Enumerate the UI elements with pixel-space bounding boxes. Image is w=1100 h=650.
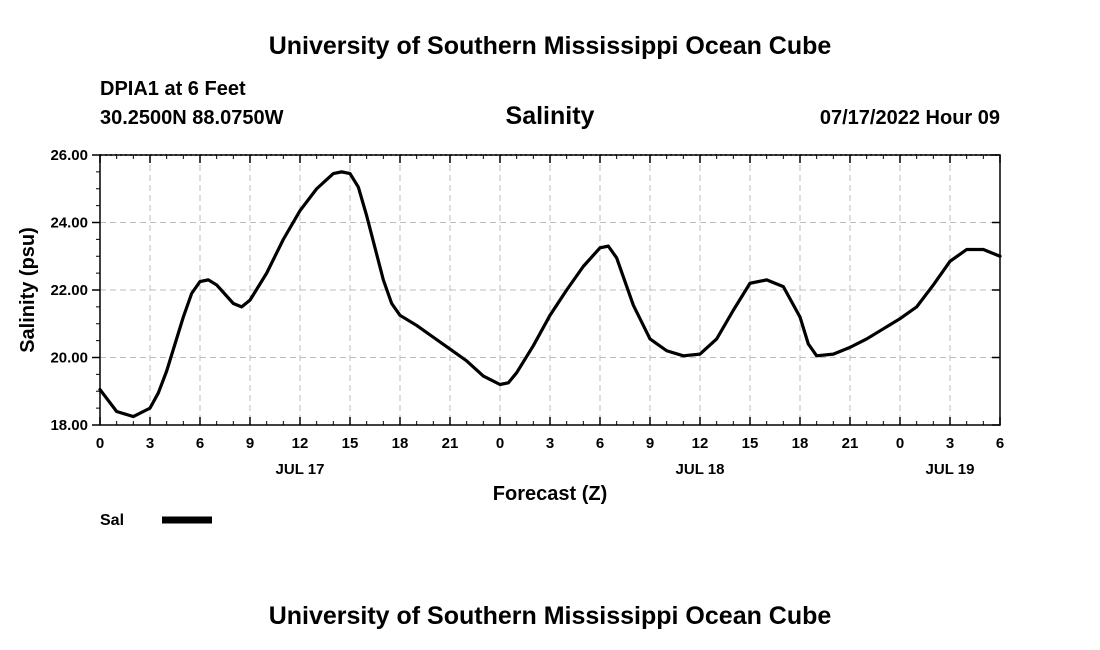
x-day-label: JUL 18 (676, 461, 725, 478)
x-day-label: JUL 17 (276, 461, 325, 478)
plot-frame (99, 154, 1001, 426)
x-tick-label: 9 (646, 435, 654, 452)
x-tick-label: 15 (742, 435, 759, 452)
x-tick-label: 6 (996, 435, 1004, 452)
x-tick-label: 6 (596, 435, 604, 452)
chart-title: Salinity (506, 102, 595, 130)
y-tick-label: 18.00 (50, 417, 88, 434)
y-axis-label: Salinity (psu) (17, 227, 39, 353)
legend-label: Sal (100, 512, 124, 529)
x-tick-label: 3 (146, 435, 154, 452)
x-tick-label: 9 (246, 435, 254, 452)
x-tick-label: 12 (692, 435, 709, 452)
x-tick-label: 3 (946, 435, 954, 452)
y-tick-label: 20.00 (50, 350, 88, 367)
x-tick-label: 15 (342, 435, 359, 452)
x-day-label: JUL 19 (926, 461, 975, 478)
series-line-sal (98, 170, 1002, 419)
x-tick-label: 12 (292, 435, 309, 452)
y-axis-ticks: 18.00 20.00 22.00 24.00 26.00 (50, 147, 1000, 434)
datetime-label: 07/17/2022 Hour 09 (820, 107, 1000, 129)
chart-header-title: University of Southern Mississippi Ocean… (269, 32, 832, 60)
x-tick-label: 0 (496, 435, 504, 452)
x-tick-label: 18 (792, 435, 809, 452)
y-tick-label: 26.00 (50, 147, 88, 164)
legend: Sal (100, 512, 212, 529)
x-axis-day-labels: JUL 17 JUL 18 JUL 19 (276, 461, 975, 478)
footer-title: University of Southern Mississippi Ocean… (269, 602, 832, 630)
x-tick-label: 18 (392, 435, 409, 452)
x-tick-label: 21 (842, 435, 859, 452)
y-tick-label: 24.00 (50, 215, 88, 232)
x-tick-label: 0 (896, 435, 904, 452)
x-tick-label: 3 (546, 435, 554, 452)
y-tick-label: 22.00 (50, 282, 88, 299)
station-label: DPIA1 at 6 Feet (100, 78, 246, 100)
x-tick-label: 6 (196, 435, 204, 452)
coordinates-label: 30.2500N 88.0750W (100, 107, 284, 129)
grid-lines (100, 154, 1000, 425)
series-layer (98, 170, 1002, 419)
x-tick-label: 0 (96, 435, 104, 452)
x-axis-label: Forecast (Z) (493, 483, 607, 505)
x-tick-label: 21 (442, 435, 459, 452)
